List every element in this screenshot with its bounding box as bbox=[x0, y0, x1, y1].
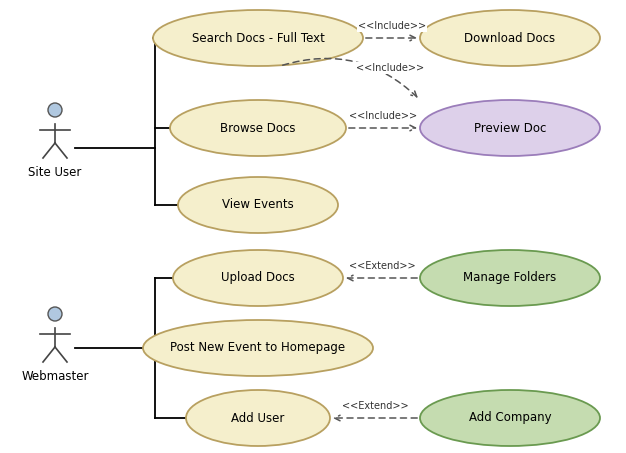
Ellipse shape bbox=[48, 307, 62, 321]
Text: View Events: View Events bbox=[222, 198, 294, 212]
Ellipse shape bbox=[186, 390, 330, 446]
Text: <<Extend>>: <<Extend>> bbox=[349, 261, 415, 271]
Text: Manage Folders: Manage Folders bbox=[463, 271, 557, 284]
Text: Browse Docs: Browse Docs bbox=[220, 121, 295, 135]
Text: Upload Docs: Upload Docs bbox=[221, 271, 295, 284]
Ellipse shape bbox=[178, 177, 338, 233]
Ellipse shape bbox=[420, 100, 600, 156]
Ellipse shape bbox=[173, 250, 343, 306]
Text: Search Docs - Full Text: Search Docs - Full Text bbox=[192, 32, 324, 44]
Text: <<Include>>: <<Include>> bbox=[356, 63, 424, 73]
Text: Site User: Site User bbox=[28, 166, 81, 179]
Text: Add Company: Add Company bbox=[469, 411, 552, 424]
Ellipse shape bbox=[153, 10, 363, 66]
Text: <<Include>>: <<Include>> bbox=[358, 21, 426, 31]
Text: <<Include>>: <<Include>> bbox=[349, 111, 417, 121]
Text: Download Docs: Download Docs bbox=[464, 32, 555, 44]
Ellipse shape bbox=[48, 103, 62, 117]
Ellipse shape bbox=[143, 320, 373, 376]
Text: Add User: Add User bbox=[232, 411, 285, 424]
Ellipse shape bbox=[420, 250, 600, 306]
Text: Webmaster: Webmaster bbox=[21, 370, 89, 383]
Ellipse shape bbox=[420, 10, 600, 66]
Text: <<Extend>>: <<Extend>> bbox=[342, 401, 408, 411]
Text: Preview Doc: Preview Doc bbox=[474, 121, 546, 135]
Text: Post New Event to Homepage: Post New Event to Homepage bbox=[170, 342, 346, 355]
Ellipse shape bbox=[420, 390, 600, 446]
Ellipse shape bbox=[170, 100, 346, 156]
